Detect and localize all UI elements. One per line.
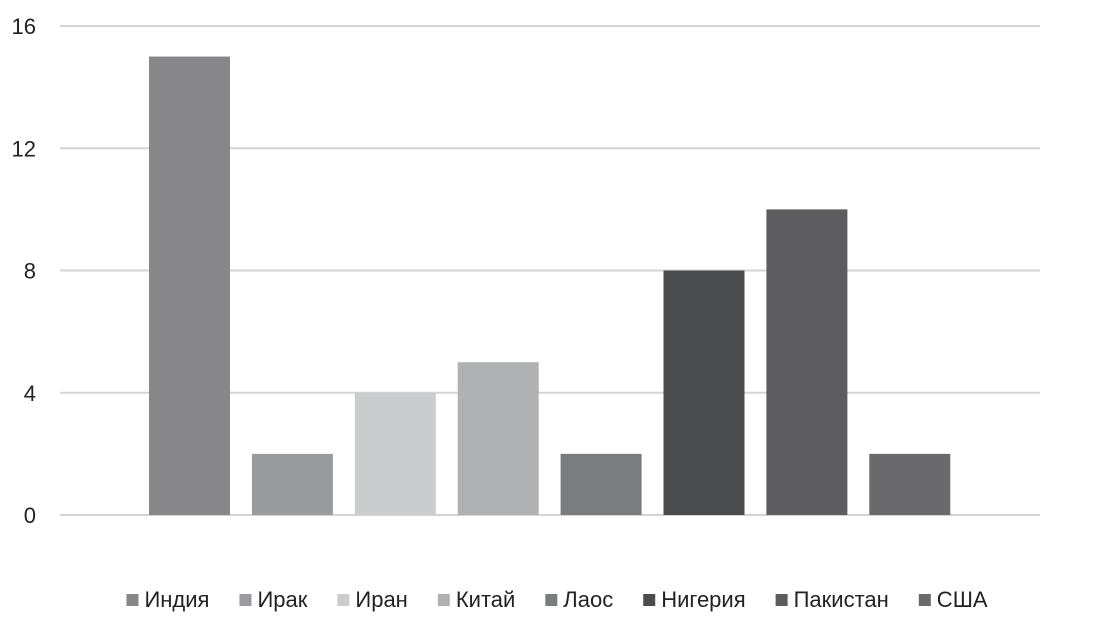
legend-label: Индия: [144, 587, 209, 612]
bars: [149, 56, 951, 515]
bar-Пакистан: [766, 209, 848, 515]
legend-item-Индия: Индия: [126, 587, 209, 612]
y-tick-label: 4: [24, 381, 36, 406]
legend-label: Пакистан: [794, 587, 889, 612]
legend-swatch: [337, 594, 350, 606]
bar-Ирак: [251, 453, 333, 515]
legend-swatch: [775, 594, 788, 606]
y-tick-label: 0: [24, 503, 36, 528]
legend-label: Иран: [355, 587, 407, 612]
legend-swatch: [643, 594, 656, 606]
y-tick-label: 16: [12, 14, 36, 39]
y-axis-tick-labels: 0 4 8 12 16: [12, 14, 36, 528]
legend-item-Пакистан: Пакистан: [775, 587, 889, 612]
legend-label: США: [937, 587, 988, 612]
legend: Индия Ирак Иран Китай Лаос Нигерия Пакистан США: [126, 587, 988, 612]
legend-swatch: [126, 594, 139, 606]
legend-item-Китай: Китай: [437, 587, 515, 612]
bar-Китай: [457, 362, 539, 515]
legend-swatch: [437, 594, 450, 606]
bar-Нигерия: [663, 270, 745, 515]
y-tick-label: 12: [12, 136, 36, 161]
legend-swatch: [239, 594, 252, 606]
legend-item-Нигерия: Нигерия: [643, 587, 746, 612]
bar-Индия: [149, 56, 230, 515]
legend-label: Ирак: [257, 587, 307, 612]
bar-США: [869, 453, 951, 515]
legend-label: Китай: [456, 587, 515, 612]
legend-item-Ирак: Ирак: [239, 587, 308, 612]
legend-swatch: [545, 594, 558, 606]
legend-label: Нигерия: [661, 587, 745, 612]
y-tick-label: 8: [24, 259, 36, 284]
legend-item-Лаос: Лаос: [545, 587, 613, 612]
legend-label: Лаос: [563, 587, 613, 612]
bar-Лаос: [560, 453, 642, 515]
legend-swatch: [918, 594, 931, 606]
bar-Иран: [354, 392, 436, 515]
legend-item-Иран: Иран: [337, 587, 408, 612]
legend-item-США: США: [918, 587, 988, 612]
